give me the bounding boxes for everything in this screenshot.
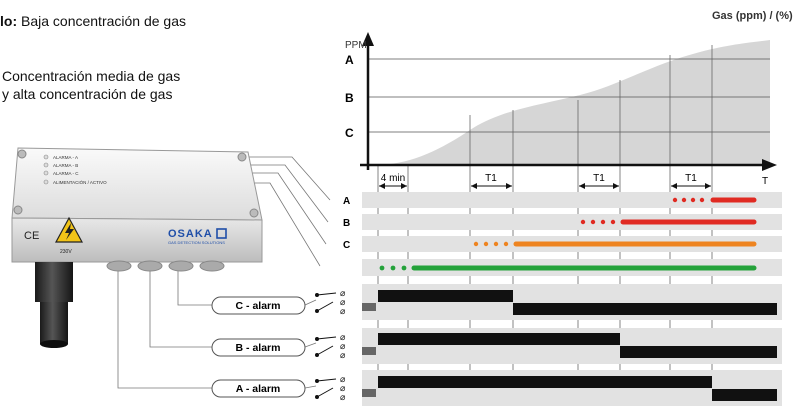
relay-timing (362, 284, 782, 406)
relay-b-contact-icon: ⌀⌀⌀ (315, 332, 346, 360)
relay-labels: C - alarm B - alarm A - alarm (211, 296, 306, 398)
level-label-b: B (345, 91, 354, 105)
screw-icon (13, 205, 23, 215)
svg-text:⌀: ⌀ (340, 341, 346, 351)
relay-b-pill (211, 338, 306, 357)
interval-t1-label-1: T1 (485, 173, 497, 184)
screw-icon (17, 149, 27, 159)
brand-logo-mark (216, 228, 227, 239)
brand-logo: OSAKA (168, 228, 213, 240)
relay-c-label: C - alarm (236, 300, 281, 312)
ce-mark: CE (24, 230, 39, 242)
legend-low: lo: Baja concentración de gas (0, 13, 186, 29)
interval-4min-label: 4 min (381, 173, 405, 184)
relay-contacts: ⌀⌀⌀ ⌀⌀⌀ ⌀⌀⌀ (315, 288, 346, 402)
interval-t1-label-3: T1 (685, 173, 697, 184)
alarm-a-indicator (672, 197, 757, 203)
svg-text:⌀: ⌀ (340, 332, 346, 342)
legend-low-text: Baja concentración de gas (17, 13, 186, 29)
svg-text:⌀: ⌀ (340, 350, 346, 360)
led-alarm-a-label: ALARMA - A (53, 155, 78, 160)
band-label-a: A (343, 196, 350, 207)
level-label-a: A (345, 53, 354, 67)
channel-bands: A B C (343, 192, 782, 276)
interval-t1-label-2: T1 (593, 173, 605, 184)
led-alarm-a-icon (43, 154, 49, 160)
x-axis-arrow (762, 159, 777, 171)
alarm-b-indicator (580, 219, 757, 225)
sensor-head (35, 262, 73, 348)
svg-text:⌀: ⌀ (340, 288, 346, 298)
device-leds: ALARMA - A ALARMA - B ALARMA - C ALIMENT… (43, 154, 107, 185)
band-label-b: B (343, 218, 350, 229)
top-right-label: Gas (ppm) / (%) (712, 10, 793, 22)
led-alarm-b-icon (43, 162, 49, 168)
alarm-c-indicator (473, 241, 757, 247)
y-axis-arrow (362, 32, 374, 46)
level-label-c: C (345, 126, 354, 140)
svg-text:⌀: ⌀ (340, 297, 346, 307)
svg-text:⌀: ⌀ (340, 374, 346, 384)
led-alarm-c-icon (43, 170, 49, 176)
legend-low-prefix: lo: (0, 13, 18, 29)
band-a (362, 192, 782, 208)
relay-b-label: B - alarm (236, 342, 281, 354)
band-label-c: C (343, 240, 350, 251)
led-power-icon (43, 179, 49, 185)
voltage-label: 230V (60, 249, 72, 255)
device-top-face (11, 147, 263, 221)
led-alarm-c-label: ALARMA - C (53, 171, 79, 176)
lightning-bolt-icon (65, 223, 74, 240)
relay-c-pill (211, 296, 306, 315)
relay-a-label: A - alarm (236, 383, 281, 395)
relay-c-timing (362, 284, 782, 320)
screw-icon (249, 208, 259, 218)
relay-b-timing (362, 328, 782, 364)
led-alarm-b-label: ALARMA - B (53, 163, 78, 168)
band-b (362, 214, 782, 230)
svg-text:⌀: ⌀ (340, 306, 346, 316)
gas-concentration-area (375, 40, 770, 165)
gas-detector-device: ALARMA - A ALARMA - B ALARMA - C ALIMENT… (11, 147, 263, 348)
relay-a-contact-icon: ⌀⌀⌀ (315, 374, 346, 402)
relay-a-pill (211, 379, 306, 398)
led-power-label: ALIMENTACIÓN / ACTIVO (53, 179, 107, 185)
legend-medium: Concentración media de gas (2, 68, 181, 84)
cable-glands (106, 260, 225, 272)
relay-a-timing (362, 370, 782, 406)
y-axis-title: PPM (345, 40, 367, 51)
power-active-indicator (379, 265, 757, 271)
x-axis-end-label: T (762, 176, 768, 187)
interval-markers: 4 min T1 T1 T1 (379, 173, 711, 189)
relay-c-contact-icon: ⌀⌀⌀ (315, 288, 346, 316)
svg-text:⌀: ⌀ (340, 392, 346, 402)
svg-text:⌀: ⌀ (340, 383, 346, 393)
screw-icon (237, 152, 247, 162)
legend-high: y alta concentración de gas (2, 86, 173, 102)
brand-subtitle: GAS DETECTION SOLUTIONS (168, 240, 225, 245)
